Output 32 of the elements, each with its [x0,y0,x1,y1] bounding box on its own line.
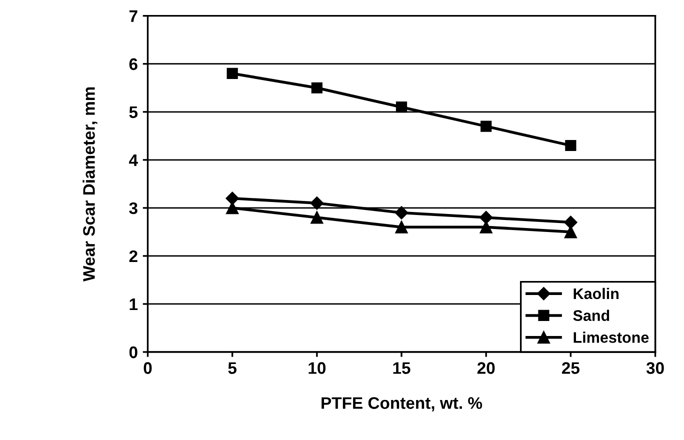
point [480,120,492,132]
y-tick-label: 6 [129,58,138,70]
point [396,102,408,113]
y-tick-label: 1 [130,298,138,310]
y-tick-label: 3 [129,202,138,214]
point [226,68,238,80]
point [394,206,408,220]
y-axis-title: Wear Scar Diameter, mm [82,87,98,282]
point [565,140,576,152]
x-tick-label: 25 [562,362,580,374]
x-tick-label: 15 [393,362,410,374]
point [480,210,493,224]
y-tick-label: 2 [129,250,138,262]
legend-label: Limestone [574,332,649,343]
x-tick-label: 10 [308,362,326,374]
point [310,211,324,224]
point [226,192,239,205]
y-tick-label: 5 [129,106,138,118]
x-tick-label: 30 [646,362,664,374]
point [310,196,324,210]
point [564,216,578,229]
y-tick-label: 7 [129,10,138,22]
point [311,82,322,94]
point [395,220,408,234]
y-tick-label: 0 [129,346,138,358]
x-axis-title: PTFE Content, wt. % [322,397,482,412]
legend-label: Sand [573,310,610,321]
y-tick-label: 4 [129,154,138,166]
legend-label: Kaolin [574,288,618,300]
x-tick-label: 0 [144,362,152,374]
x-tick-label: 5 [228,362,237,374]
x-tick-label: 20 [477,362,495,374]
